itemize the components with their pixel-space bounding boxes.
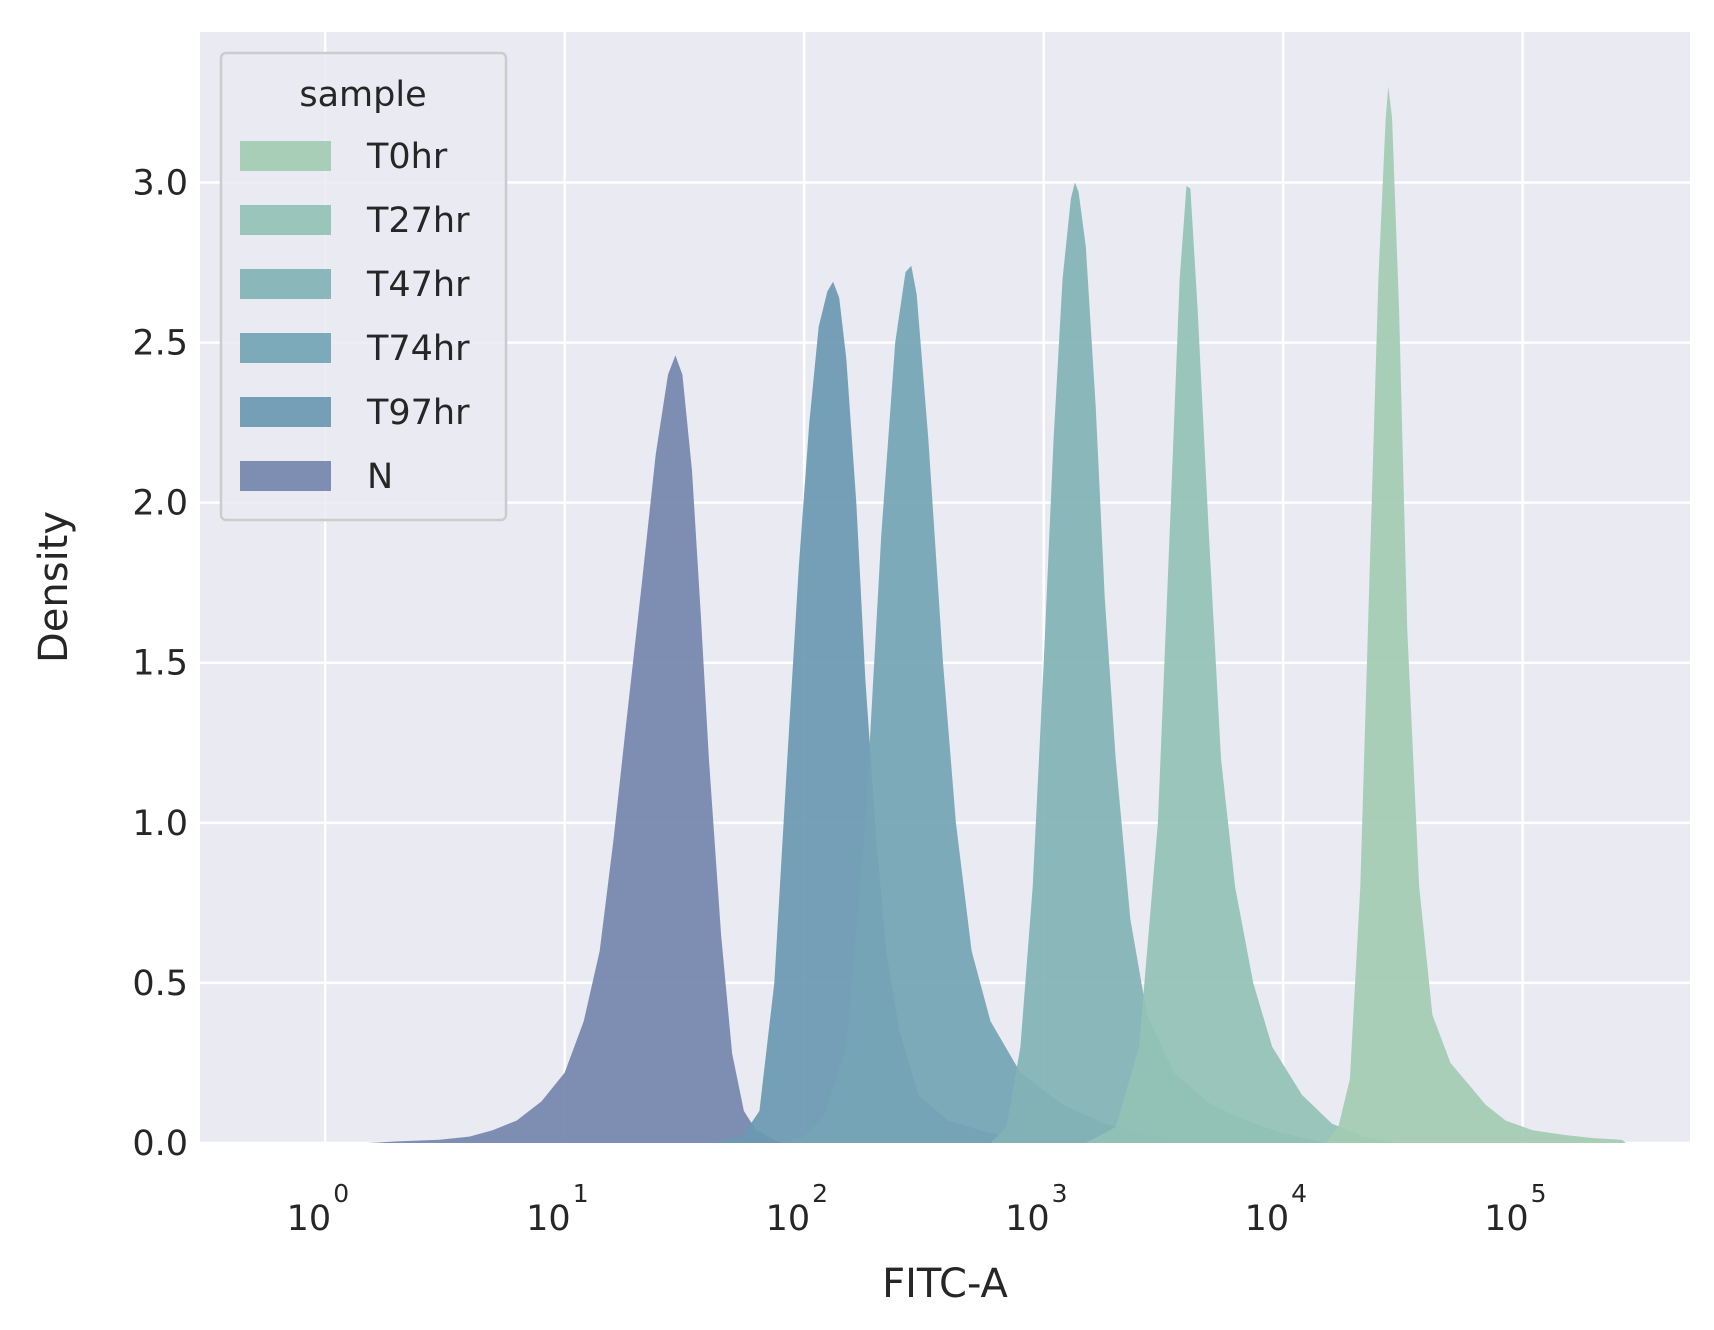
density-area-t0hr [1325,86,1626,1143]
legend-title: sample [299,75,426,115]
x-tick-exponent: 0 [333,1179,349,1208]
x-tick-label: 10 [287,1199,332,1239]
legend: sample T0hr T27hr T47hr T74hr T97hr N [219,51,508,522]
y-tick-label: 3.0 [132,163,188,203]
legend-swatch [240,461,331,491]
y-tick-label: 2.5 [132,324,188,364]
x-tick-label: 10 [1245,1199,1290,1239]
legend-entry-label: N [367,457,393,497]
x-tick-label: 10 [1484,1199,1529,1239]
legend-swatch [240,141,331,171]
legend-swatch [240,397,331,427]
density-area-t97hr [708,281,1044,1143]
legend-entry-label: T47hr [366,265,470,305]
y-tick-label: 1.5 [132,644,188,684]
y-tick-label: 0.0 [132,1124,188,1164]
x-axis-label: FITC-A [882,1261,1008,1307]
y-tick-label: 1.0 [132,804,188,844]
density-area-n [367,355,781,1143]
legend-entry-label: T74hr [366,329,470,369]
y-tick-label: 0.5 [132,964,188,1004]
y-axis-label: Density [31,511,77,663]
y-tick-label: 2.0 [132,484,188,524]
legend-swatch [240,333,331,363]
x-tick-label: 10 [526,1199,571,1239]
density-area-t47hr [990,182,1326,1143]
y-tick-labels: 0.0 0.5 1.0 1.5 2.0 2.5 3.0 [132,163,188,1164]
x-tick-exponent: 3 [1052,1179,1068,1208]
legend-entry-label: T27hr [366,201,470,241]
density-areas [367,86,1626,1143]
x-tick-exponent: 2 [812,1179,828,1208]
x-tick-exponent: 1 [573,1179,589,1208]
density-area-t27hr [1085,185,1398,1143]
x-tick-label: 10 [766,1199,811,1239]
x-tick-exponent: 4 [1291,1179,1307,1208]
legend-entries: T0hr T27hr T47hr T74hr T97hr N [240,137,470,497]
legend-swatch [240,269,331,299]
x-tick-exponent: 5 [1531,1179,1547,1208]
legend-entry-label: T0hr [366,137,448,177]
x-tick-label: 10 [1005,1199,1050,1239]
legend-swatch [240,205,331,235]
density-area-t74hr [781,265,1211,1143]
legend-entry-label: T97hr [366,393,470,433]
